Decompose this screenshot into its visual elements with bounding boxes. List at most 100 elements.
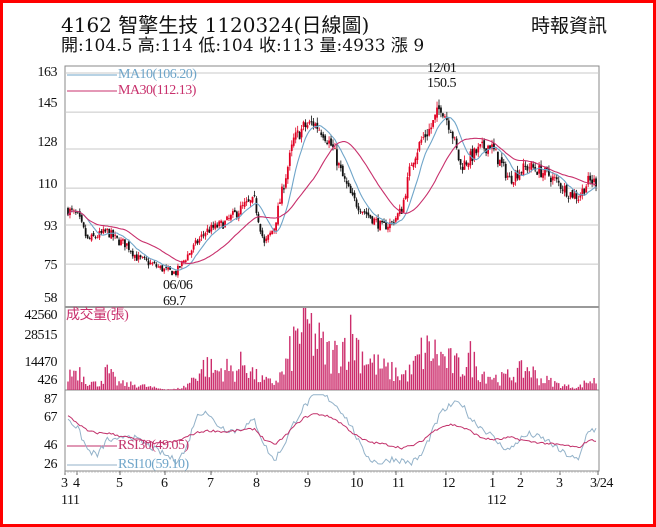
volume-bar (375, 374, 377, 390)
candle-body (445, 116, 448, 121)
candle-body (114, 234, 117, 236)
candle-body (557, 180, 560, 183)
candle-body (422, 136, 425, 138)
volume-bar (373, 354, 375, 390)
candle-body (336, 149, 338, 166)
x-tick-label: 9 (304, 476, 311, 491)
candle-body (542, 173, 544, 178)
x-tick-label: 1 (489, 476, 496, 491)
candle-body (125, 243, 128, 246)
volume-bar (526, 367, 529, 390)
volume-bar (283, 374, 285, 390)
price-tick: 93 (44, 219, 58, 234)
volume-bar (414, 355, 417, 390)
volume-bar (336, 345, 338, 390)
candle-body (279, 202, 281, 204)
volume-bar (106, 364, 108, 390)
volume-bar (312, 355, 315, 390)
volume-bar (306, 319, 309, 390)
volume-bar (236, 370, 238, 390)
volume-bar (548, 380, 550, 390)
candle-body (283, 188, 285, 190)
candle-body (365, 211, 368, 215)
volume-bar (214, 369, 216, 390)
volume-bar (216, 370, 218, 390)
volume-bar (257, 382, 260, 390)
candle-body (359, 211, 362, 213)
candle-body (381, 220, 383, 223)
rsi30-line (67, 413, 597, 450)
candle-body (200, 234, 203, 238)
candle-body (202, 234, 205, 236)
candle-body (522, 163, 525, 176)
candle-body (233, 210, 236, 212)
candle-body (573, 193, 576, 199)
volume-bar (100, 380, 103, 390)
volume-bar (153, 386, 156, 390)
candle-body (489, 145, 491, 150)
rsi-tick: 87 (44, 392, 58, 407)
volume-bar (428, 341, 430, 390)
volume-bar (273, 384, 275, 390)
candle-body (190, 250, 193, 255)
candle-body (94, 236, 97, 238)
candle-body (408, 166, 411, 177)
candle-body (298, 132, 301, 140)
candle-body (469, 151, 472, 166)
volume-bar (401, 374, 403, 390)
volume-bar (395, 367, 397, 390)
volume-bar (179, 388, 181, 390)
volume-bar (240, 351, 242, 390)
volume-bar (483, 371, 485, 390)
candle-body (593, 178, 595, 183)
candle-body (561, 189, 564, 191)
volume-bar (86, 385, 89, 390)
candle-body (595, 178, 597, 187)
candle-body (457, 149, 460, 161)
candle-body (71, 208, 73, 210)
volume-bar (194, 378, 197, 390)
year-label: 112 (487, 493, 506, 508)
volume-bar (161, 388, 163, 390)
candle-body (516, 170, 519, 179)
candle-body (192, 244, 195, 250)
candle-body (92, 233, 95, 237)
volume-bar (190, 377, 193, 390)
volume-bar (171, 389, 173, 390)
volume-bar (402, 374, 405, 390)
candle-body (226, 216, 228, 221)
volume-bar (102, 383, 105, 390)
candle-body (269, 232, 272, 235)
candle-body (483, 140, 486, 149)
candle-body (300, 128, 303, 138)
volume-bar (277, 382, 279, 390)
volume-bar (455, 353, 458, 390)
volume-bar (287, 358, 289, 390)
volume-bar (132, 385, 134, 390)
volume-bar (552, 386, 554, 390)
candle-body (163, 268, 166, 272)
candle-body (129, 250, 132, 252)
volume-bar (136, 387, 138, 390)
volume-bar (206, 357, 209, 390)
candle-body (465, 162, 468, 165)
volume-bar (218, 371, 220, 390)
candle-body (218, 221, 221, 227)
candle-body (82, 222, 85, 228)
candle-body (175, 270, 177, 276)
candle-body (133, 254, 136, 258)
candle-body (216, 224, 219, 228)
volume-bar (579, 384, 582, 390)
volume-bar (298, 343, 301, 390)
ma10-legend: MA10(106.20) (118, 67, 197, 82)
candle-body (349, 185, 352, 194)
candle-body (475, 149, 478, 154)
volume-bar (134, 384, 136, 390)
candle-body (436, 107, 438, 118)
candle-body (375, 219, 378, 221)
candle-body (326, 142, 329, 145)
volume-bar (563, 384, 566, 390)
candle-body (261, 230, 264, 237)
volume-bar (544, 383, 546, 390)
volume-bar (285, 358, 287, 390)
